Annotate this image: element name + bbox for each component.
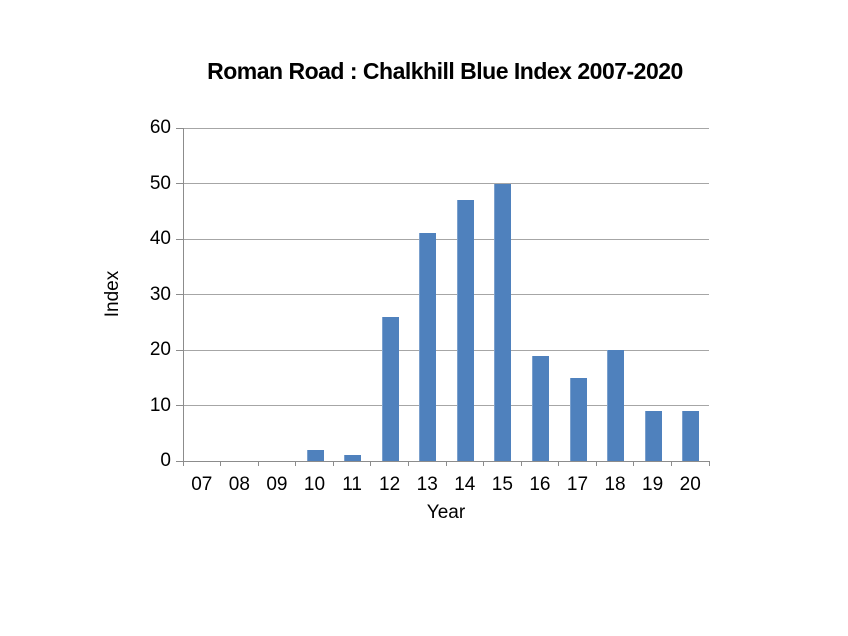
bar-12 (381, 316, 399, 461)
y-tick-label: 50 (149, 172, 171, 194)
y-gridline (183, 238, 709, 240)
x-tick-label: 20 (679, 474, 701, 495)
bar-11 (344, 455, 362, 461)
y-tick-label: 40 (149, 228, 171, 249)
bar-16 (531, 355, 549, 461)
x-axis-tick (257, 461, 259, 466)
y-axis-title: Index (102, 270, 123, 317)
x-axis-tick (670, 461, 672, 466)
x-axis-title: Year (426, 502, 466, 523)
y-axis-tick (176, 294, 183, 295)
bar-17 (569, 377, 587, 461)
bar-15 (494, 183, 512, 461)
bar-18 (607, 350, 625, 461)
y-gridline (183, 294, 709, 295)
x-axis-tick (370, 461, 372, 466)
y-axis-tick (176, 460, 183, 462)
x-tick-label: 19 (642, 474, 664, 495)
y-tick-label: 10 (149, 394, 171, 416)
y-axis-line (182, 128, 184, 461)
y-tick-label: 30 (149, 283, 171, 305)
x-tick-label: 16 (529, 474, 551, 495)
x-tick-label: 18 (604, 474, 626, 495)
y-axis-tick (176, 127, 183, 129)
y-gridline (183, 349, 709, 351)
bar-13 (419, 233, 437, 461)
bar-14 (456, 200, 474, 461)
bar-20 (682, 411, 700, 461)
x-axis-tick (633, 461, 635, 466)
bar-19 (644, 411, 662, 461)
x-axis-tick (295, 461, 297, 466)
x-axis-tick (595, 461, 597, 466)
x-tick-label: 13 (416, 474, 438, 495)
y-tick-label: 60 (149, 117, 171, 138)
x-axis-tick (332, 461, 334, 466)
x-axis-tick (445, 461, 447, 466)
y-gridline (183, 183, 709, 184)
y-axis-tick (176, 238, 183, 240)
x-tick-label: 12 (379, 474, 401, 495)
x-axis-tick (483, 461, 485, 466)
x-axis-tick (558, 461, 560, 466)
y-axis-tick (176, 349, 183, 351)
x-tick-label: 08 (228, 474, 250, 495)
x-tick-label: 14 (454, 474, 476, 495)
x-axis-tick (220, 461, 222, 466)
x-tick-label: 10 (303, 474, 326, 495)
y-gridline (183, 127, 709, 129)
x-axis-tick (520, 461, 522, 466)
x-tick-label: 11 (342, 474, 362, 495)
bar-10 (306, 449, 324, 461)
x-axis-tick (407, 461, 409, 466)
x-tick-label: 17 (566, 474, 589, 495)
x-tick-label: 07 (191, 474, 213, 495)
y-tick-label: 0 (160, 450, 171, 471)
x-tick-label: 09 (266, 474, 288, 495)
x-tick-label: 15 (491, 474, 513, 495)
y-tick-label: 20 (149, 339, 171, 360)
x-axis-tick (708, 461, 710, 466)
chart-title: Roman Road : Chalkhill Blue Index 2007-2… (207, 58, 683, 84)
y-axis-tick (176, 405, 183, 406)
x-axis-tick (182, 461, 184, 466)
y-gridline (183, 405, 709, 406)
y-axis-tick (176, 183, 183, 184)
